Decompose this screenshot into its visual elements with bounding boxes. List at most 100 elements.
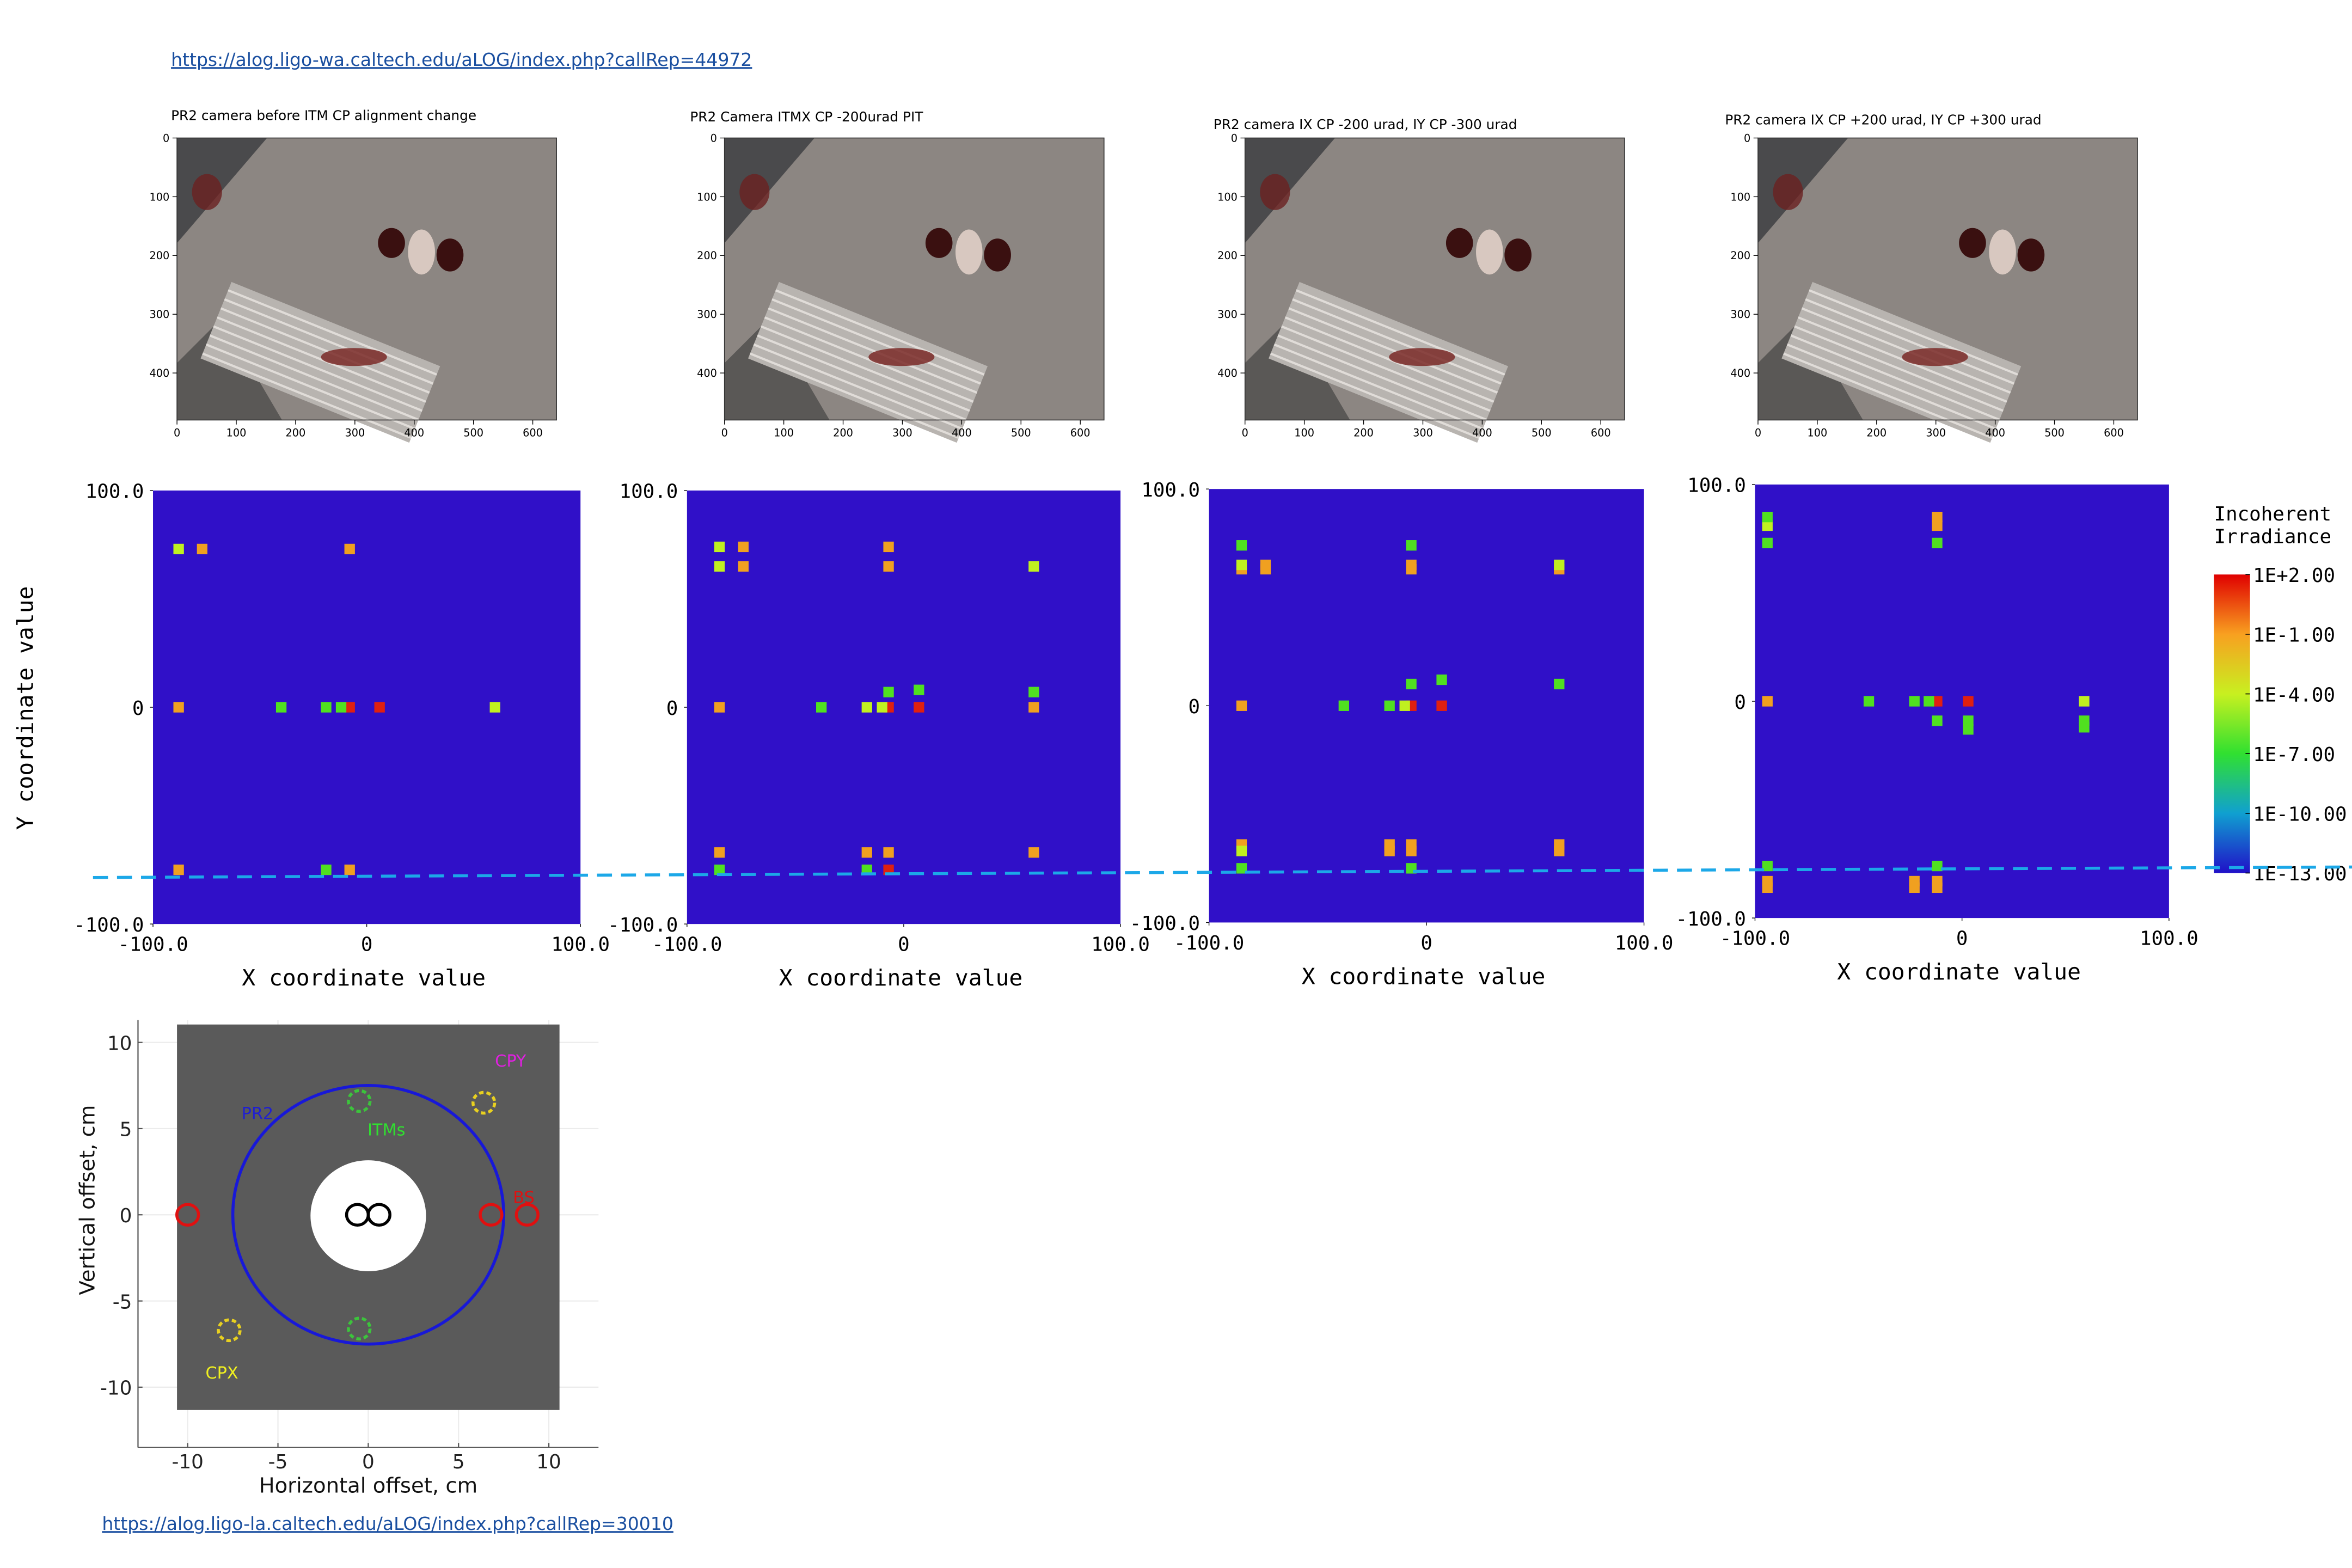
x-tick-label: 0 [174,427,180,439]
y-tick-label: 10 [107,1032,132,1055]
x-tick-label: 500 [1011,427,1031,439]
reference-line [93,865,2352,879]
camera-title: PR2 Camera ITMX CP -200urad PIT [690,109,923,125]
ray-hit [914,684,924,695]
ray-hit [335,702,347,713]
ray-hit [1932,511,1943,523]
y-tick-label: 100.0 [620,481,678,503]
ray-hit [714,847,725,858]
grating-line [1288,307,1498,394]
ray-hit [861,847,872,858]
link[interactable]: https://alog.ligo-la.caltech.edu/aLOG/in… [102,1513,673,1534]
camera-title: PR2 camera before ITM CP alignment chang… [171,107,476,123]
beam [347,1316,372,1340]
y-tick-label: -100.0 [1676,908,1746,930]
ray-hit [1963,724,1974,735]
plot-area [687,490,1121,924]
camera-image [1245,138,1625,443]
ray-hit [197,543,207,555]
x-tick-label: 0 [1420,932,1432,954]
y-tick-label: 200 [1217,249,1238,262]
ray-hit [344,543,355,555]
camera-title: PR2 camera IX CP -200 urad, IY CP -300 u… [1214,117,1517,132]
grating-body [748,281,988,443]
ray-hit [173,864,184,875]
y-tick-label: 100.0 [1141,479,1200,501]
beam-label: BS [513,1189,534,1208]
plot-area [1209,489,1644,923]
x-tick-label: 300 [1926,427,1946,439]
ray-hit [1863,696,1875,707]
ray-hit [883,687,894,697]
ray-hit [321,702,332,713]
y-tick-label: 100 [150,191,170,203]
x-tick-label: 300 [1413,427,1433,439]
x-tick-label: -100.0 [118,934,188,956]
ray-hit [1762,511,1773,523]
ray-hit [275,702,287,713]
beam [479,1203,504,1227]
ray-hit [1236,700,1247,711]
x-tick-label: 100 [1808,427,1828,439]
ray-hit [883,541,894,553]
spot [1902,348,1968,366]
link[interactable]: https://alog.ligo-wa.caltech.edu/aLOG/in… [171,49,752,70]
ray-hit [1406,564,1417,575]
ray-hit [344,702,355,713]
image-shadow [1245,138,1336,243]
y-tick-label: 5 [120,1119,132,1141]
y-tick-label: 0 [120,1205,132,1227]
ray-hit [173,702,184,713]
ray-hit [1028,561,1039,572]
grating-line [1281,325,1491,412]
grating-line [224,298,434,385]
y-tick-label: -5 [113,1291,132,1313]
x-tick-label: 0 [721,427,728,439]
grating-line [1292,298,1502,385]
ray-hit [1399,700,1410,711]
spot [1476,229,1503,275]
grating-line [1805,298,2015,385]
ray-hit [1932,520,1943,531]
x-tick-label: 100.0 [2140,928,2198,950]
beam [366,1203,391,1227]
colorbar-tick-label: 1E-4.00 [2253,684,2335,706]
x-tick-label: -100.0 [652,934,722,956]
ray-hit [1236,863,1247,874]
x-tick-label: 200 [1866,427,1886,439]
ray-hit [1762,860,1773,872]
y-tick-label: 100.0 [1687,475,1746,497]
x-tick-label: 0 [898,934,910,956]
grating-line [749,352,959,439]
ray-hit [816,702,827,713]
x-tick-label: 200 [1353,427,1374,439]
camera-image [177,138,557,443]
y-tick-label: -10 [100,1377,132,1400]
y-tick-label: 300 [1217,308,1238,321]
grating-line [761,325,970,412]
y-tick-label: 300 [1730,308,1750,321]
grating-line [228,289,437,376]
beam-label: PR2 [242,1104,274,1123]
colorbar-title: Irradiance [2214,525,2332,548]
ray-hit [1932,860,1943,872]
colorbar-tick-label: 1E+2.00 [2253,565,2335,587]
y-tick-label: -100.0 [1130,912,1200,935]
spot [1504,238,1532,272]
x-tick-label: 600 [1070,427,1091,439]
x-tick-label: 0 [1956,928,1968,950]
x-tick-label: 0 [1755,427,1761,439]
image-frame [176,137,557,421]
ray-hit [1406,846,1417,856]
image-frame [724,137,1105,421]
x-tick-label: 100.0 [1091,934,1150,956]
spot [321,348,387,366]
colorbar-tick-label: 1E-1.00 [2253,624,2335,647]
x-tick-label: -100.0 [1174,932,1244,954]
grating-line [1786,343,1996,430]
ray-hit [738,541,749,553]
grating-line [771,298,981,385]
ray-hit [1554,846,1565,856]
grating [1269,281,1509,443]
